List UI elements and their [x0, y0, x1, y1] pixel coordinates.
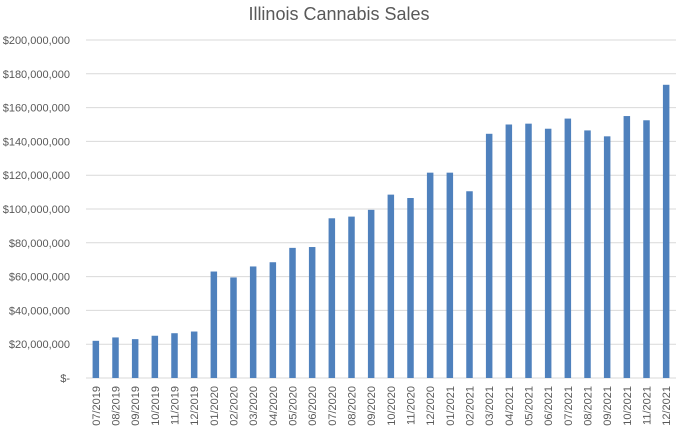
x-tick-label: 03/2021 [484, 386, 496, 426]
bar [92, 340, 100, 378]
x-tick-label: 08/2021 [583, 386, 595, 426]
x-tick-label: 11/2021 [642, 386, 654, 425]
x-tick-label: 09/2019 [130, 386, 142, 426]
bar [171, 333, 178, 378]
bar [328, 218, 336, 378]
bar [426, 172, 434, 378]
x-tick-label: 01/2021 [445, 386, 457, 426]
x-tick-label: 05/2020 [288, 386, 300, 426]
y-tick-label: $80,000,000 [9, 238, 70, 250]
y-tick-label: $180,000,000 [3, 69, 70, 81]
bar [603, 136, 611, 378]
bar [407, 198, 414, 378]
bar [210, 271, 218, 378]
bar [190, 331, 198, 378]
x-tick-label: 12/2020 [425, 386, 437, 426]
y-tick-label: $- [60, 373, 70, 385]
chart-title: Illinois Cannabis Sales [248, 4, 430, 24]
bar [485, 133, 493, 378]
x-tick-label: 07/2020 [327, 386, 339, 426]
bar [230, 277, 237, 378]
x-tick-label: 10/2021 [622, 386, 634, 426]
bar [249, 266, 257, 378]
bar [466, 191, 473, 378]
x-tick-label: 10/2020 [386, 386, 398, 426]
bar [623, 116, 631, 379]
bar [112, 337, 119, 378]
x-tick-label: 07/2021 [563, 386, 575, 426]
x-tick-label: 04/2020 [268, 386, 280, 426]
bar [348, 216, 355, 378]
x-tick-label: 11/2019 [170, 386, 182, 425]
x-tick-label: 05/2021 [524, 386, 536, 426]
y-tick-label: $40,000,000 [9, 305, 70, 317]
x-tick-label: 01/2020 [209, 386, 221, 426]
x-tick-label: 06/2021 [543, 386, 555, 426]
x-tick-label: 06/2020 [307, 386, 319, 426]
x-tick-label: 03/2020 [248, 386, 260, 426]
x-tick-label: 08/2020 [347, 386, 359, 426]
bar [662, 84, 670, 378]
bar [367, 209, 375, 378]
y-tick-label: $100,000,000 [3, 204, 70, 216]
bar [151, 335, 159, 378]
bar [544, 128, 552, 378]
x-tick-label: 12/2019 [189, 386, 201, 426]
bar [505, 124, 513, 378]
bar [308, 247, 316, 378]
y-tick-label: $160,000,000 [3, 103, 70, 115]
x-tick-label: 09/2020 [366, 386, 378, 426]
x-tick-label: 02/2020 [229, 386, 241, 426]
bar [289, 247, 296, 378]
x-tick-label: 04/2021 [504, 386, 516, 426]
y-tick-label: $20,000,000 [9, 339, 70, 351]
bar [131, 339, 139, 378]
y-tick-label: $120,000,000 [3, 170, 70, 182]
x-tick-label: 02/2021 [465, 386, 477, 426]
x-tick-label: 10/2019 [150, 386, 162, 426]
bar [525, 123, 532, 378]
bar [446, 172, 454, 378]
x-tick-label: 12/2021 [661, 386, 673, 426]
y-tick-label: $60,000,000 [9, 272, 70, 284]
x-tick-label: 07/2019 [91, 386, 103, 426]
y-tick-label: $140,000,000 [3, 136, 70, 148]
x-tick-label: 09/2021 [602, 386, 614, 426]
bar [269, 262, 277, 378]
x-tick-label: 08/2019 [111, 386, 123, 426]
y-tick-label: $200,000,000 [3, 35, 70, 47]
bar [564, 118, 572, 379]
bar [643, 120, 650, 379]
bar [584, 130, 591, 378]
bar [387, 194, 395, 378]
x-tick-label: 11/2020 [406, 386, 418, 425]
